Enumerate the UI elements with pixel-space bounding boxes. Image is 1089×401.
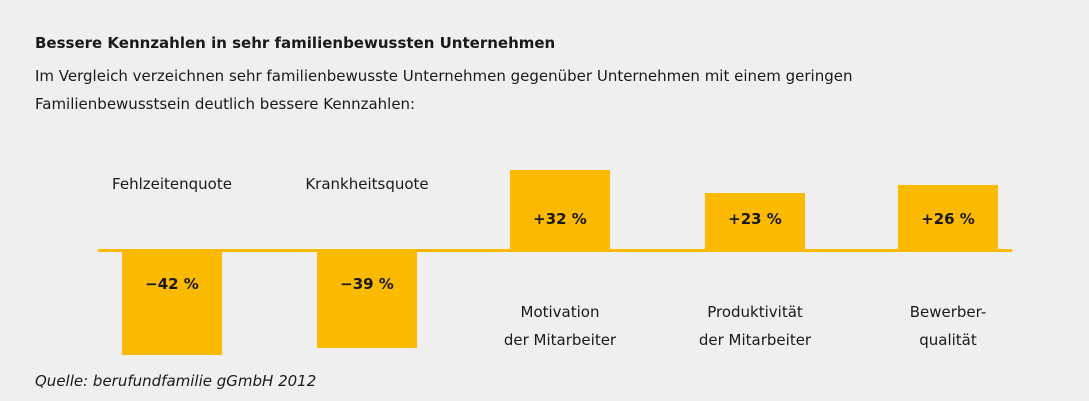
value-label: +26 % (921, 210, 975, 228)
value-label: −42 % (145, 275, 199, 293)
category-label: Produktivität der Mitarbeiter (698, 303, 812, 349)
bar (705, 192, 805, 250)
category-label: Bewerber- qualität (909, 303, 987, 349)
category-label: Motivation der Mitarbeiter (503, 303, 617, 349)
category-label: Fehlzeitenquote (112, 175, 232, 193)
bar (898, 185, 998, 250)
chart-title: Bessere Kennzahlen in sehr familienbewus… (35, 34, 556, 52)
value-label: −39 % (340, 275, 394, 293)
value-label: +23 % (728, 210, 782, 228)
chart-subtitle: Im Vergleich verzeichnen sehr familienbe… (35, 67, 853, 113)
bar (510, 170, 610, 250)
baseline (98, 249, 1012, 252)
bar (122, 250, 222, 355)
bar (317, 250, 417, 348)
source-note: Quelle: berufundfamilie gGmbH 2012 (35, 372, 317, 390)
category-label: Krankheitsquote (305, 175, 429, 193)
value-label: +32 % (533, 210, 587, 228)
